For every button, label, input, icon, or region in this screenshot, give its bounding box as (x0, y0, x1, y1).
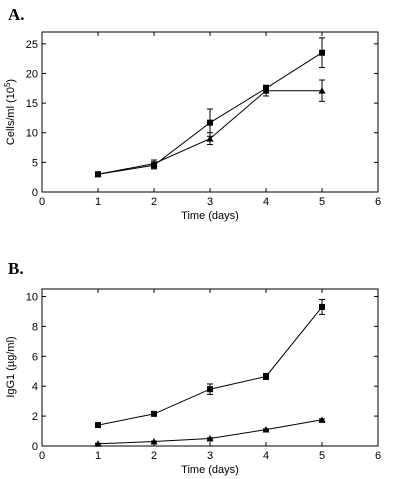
panel-b-series-square-point (207, 386, 213, 393)
panel-a-series-triangle-point (150, 160, 158, 167)
panel-a-x-tick-label: 6 (375, 196, 381, 208)
panel-a-x-axis-label: Time (days) (181, 210, 239, 222)
panel-a-y-tick-label: 5 (32, 157, 38, 169)
panel-a-series-triangle-point (318, 87, 326, 94)
panel-b-x-axis-label: Time (days) (181, 464, 239, 476)
panel-b-label: B. (8, 259, 24, 278)
panel-a-chart: A. 0 1 2 3 4 5 6 0 5 10 15 20 25 Time (days) Cells/… (3, 5, 381, 222)
panel-b-x-tick-label: 3 (207, 450, 213, 462)
panel-a-y-tick-label: 0 (32, 187, 38, 199)
panel-b-series-triangle-point (262, 426, 270, 433)
panel-b-y-tick-label: 8 (32, 321, 38, 333)
panel-b-series-triangle-point (94, 440, 102, 447)
panel-a-series-square-point (207, 119, 213, 126)
panel-b-x-tick-label: 1 (95, 450, 101, 462)
panel-a-x-tick-label: 4 (263, 196, 269, 208)
panel-a-x-tick-label: 3 (207, 196, 213, 208)
panel-a-y-axis-label: Cells/ml (105) (3, 79, 17, 145)
panel-a-series-triangle-point (94, 170, 102, 178)
panel-a-y-tick-label: 20 (26, 68, 38, 80)
panel-a-y-tick-label: 25 (26, 39, 38, 51)
panel-a-y-tick-label: 15 (26, 98, 38, 110)
panel-a-y-tick-label: 10 (26, 128, 38, 140)
panel-b-series-triangle-point (318, 416, 326, 423)
panel-a-series-triangle-point (206, 135, 214, 142)
panel-a-x-axis: 0 1 2 3 4 5 6 (39, 32, 381, 208)
panel-b-y-axis: 0 2 4 6 8 10 (26, 291, 378, 453)
panel-a-x-tick-label: 5 (319, 196, 325, 208)
panel-a-y-axis: 0 5 10 15 20 25 (26, 39, 378, 199)
panel-a-x-tick-label: 2 (151, 196, 157, 208)
panel-b-y-tick-label: 2 (32, 411, 38, 423)
panel-b-plot-frame (41, 288, 379, 447)
panel-b-y-axis-label: IgG1 (µg/ml) (5, 336, 17, 397)
panel-b-x-tick-label: 2 (151, 450, 157, 462)
panel-b-series-square-line (97, 306, 323, 426)
panel-a-x-tick-label: 0 (39, 196, 45, 208)
panel-b-x-tick-label: 0 (39, 450, 45, 462)
panel-b-series-triangle-point (150, 438, 158, 445)
panel-a-x-tick-label: 1 (95, 196, 101, 208)
panel-b-chart: B. 0 1 2 3 4 5 6 0 2 4 6 8 10 Time (days) IgG1 (µg/… (5, 259, 381, 476)
panel-b-series-square-point (263, 373, 269, 380)
panel-a-series-triangle-point (262, 87, 270, 94)
panel-b-y-tick-label: 10 (26, 291, 38, 303)
panel-b-series-square-point (151, 410, 157, 417)
panel-b-x-tick-label: 4 (263, 450, 269, 462)
panel-b-y-tick-label: 0 (32, 441, 38, 453)
panel-b-series-triangle-point (206, 435, 214, 442)
panel-a-series-square-point (319, 49, 325, 56)
panel-b-y-tick-label: 4 (32, 381, 38, 393)
panel-b-x-tick-label: 6 (375, 450, 381, 462)
panel-b-y-tick-label: 6 (32, 351, 38, 363)
panel-b-series-square-point (95, 422, 101, 429)
panel-a-series-group (94, 37, 326, 178)
panel-b-series-group (94, 298, 326, 447)
panel-a-label: A. (8, 5, 25, 24)
panel-b-x-tick-label: 5 (319, 450, 325, 462)
panel-b-series-square-point (319, 303, 325, 310)
